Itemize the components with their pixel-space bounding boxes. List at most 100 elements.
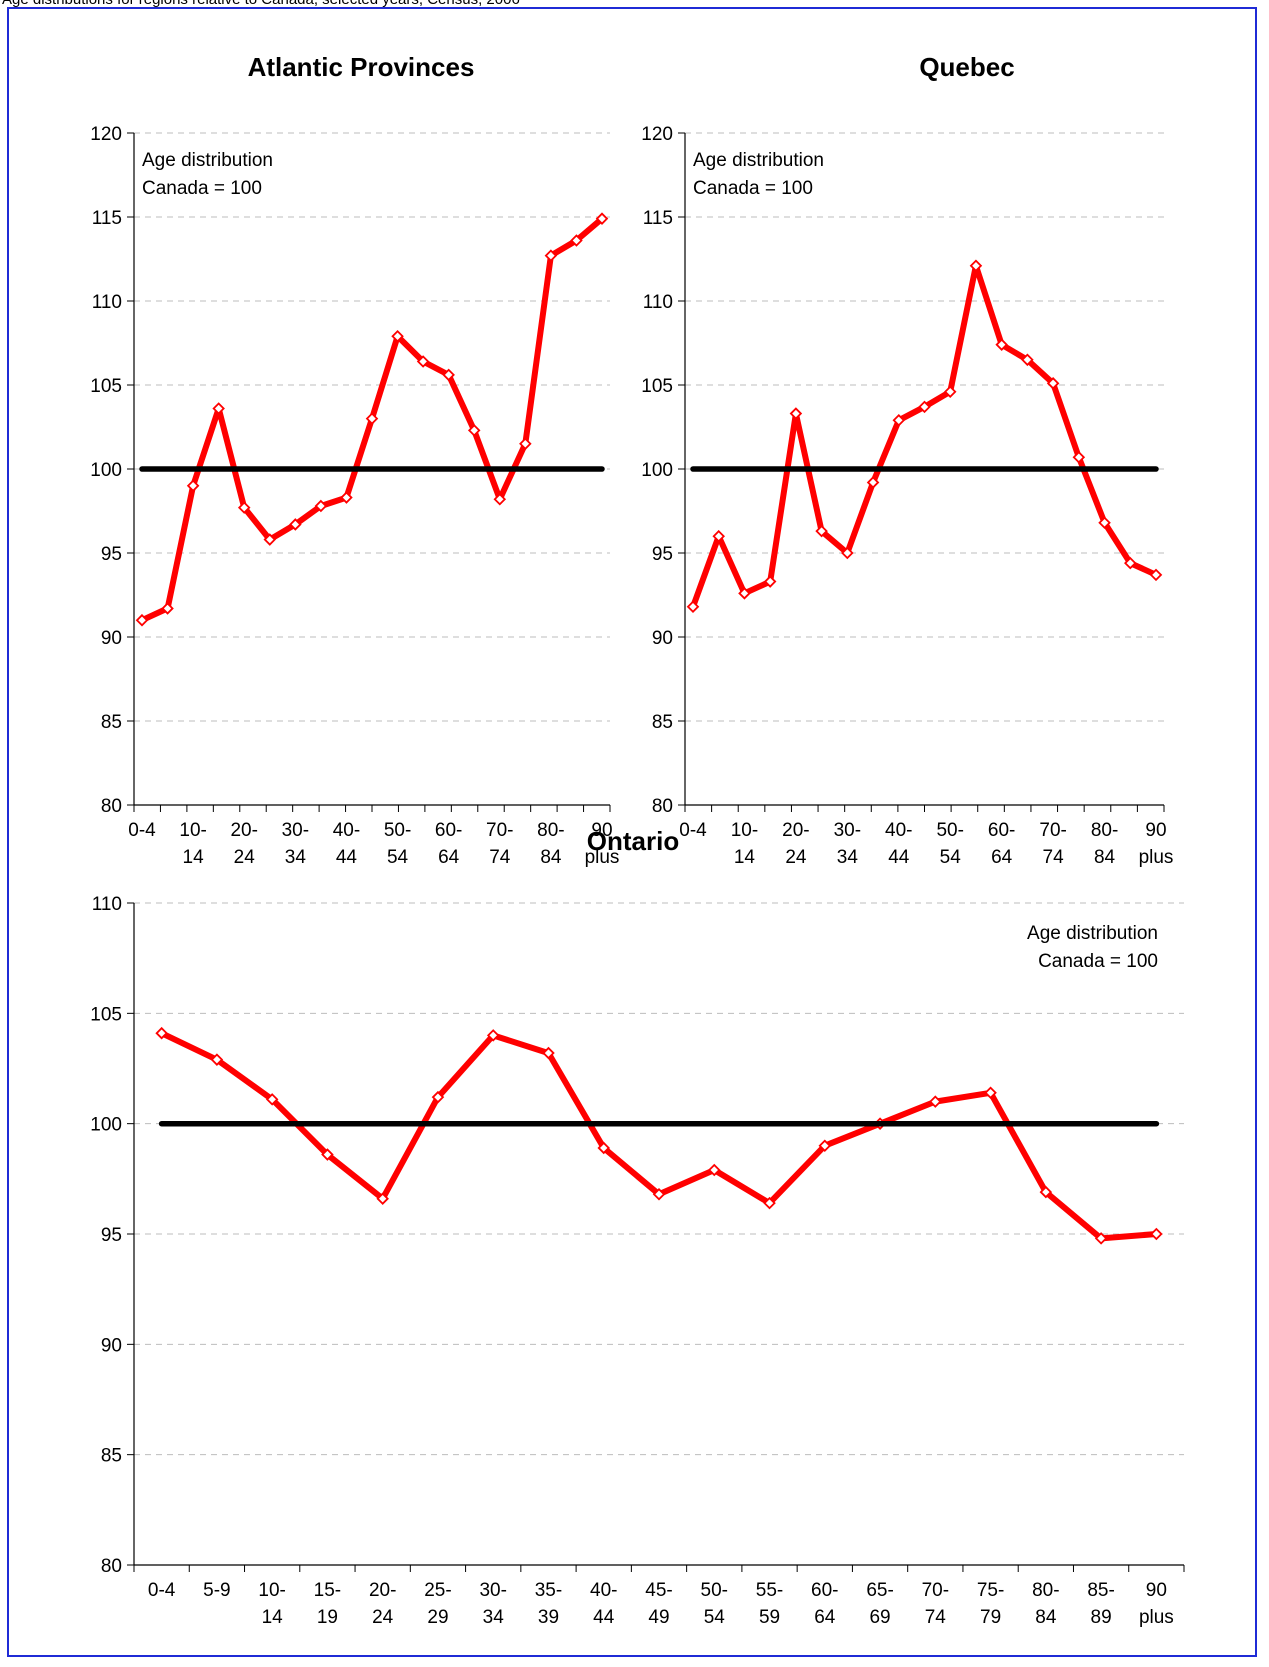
x-tick-label: plus: [585, 847, 620, 868]
x-tick-label: 90: [1146, 1580, 1167, 1601]
data-point: [542, 1046, 555, 1060]
x-tick-label: 84: [540, 847, 562, 868]
data-point: [486, 1029, 500, 1042]
x-tick-label: 34: [483, 1607, 505, 1628]
data-point: [289, 518, 302, 531]
x-tick-label: 75-: [977, 1580, 1004, 1601]
x-tick-label: 60-: [988, 820, 1015, 841]
y-tick-label: 110: [92, 292, 122, 313]
x-tick-label: 74: [489, 847, 511, 868]
data-point: [1021, 353, 1034, 367]
y-tick-label: 110: [92, 894, 122, 915]
data-point: [1149, 568, 1163, 582]
x-tick-label: 15-: [314, 1580, 341, 1601]
x-tick-label: 59: [759, 1607, 780, 1628]
data-point: [544, 249, 558, 262]
data-point: [841, 546, 854, 560]
data-point: [929, 1095, 942, 1108]
data-point: [570, 234, 583, 247]
x-tick-label: 10-: [258, 1580, 285, 1601]
data-point: [314, 499, 328, 513]
data-point: [969, 259, 983, 272]
x-tick-label: 85-: [1087, 1580, 1114, 1601]
x-tick-label: 14: [183, 847, 205, 868]
data-point: [376, 1192, 389, 1205]
data-point: [1072, 450, 1086, 464]
x-tick-label: 24: [234, 847, 256, 868]
annotation-line: Canada = 100: [693, 178, 813, 199]
x-tick-label: 30-: [282, 820, 309, 841]
x-tick-label: 55-: [756, 1580, 783, 1601]
data-point: [1094, 1232, 1108, 1245]
x-tick-label: 70-: [486, 820, 513, 841]
chart-title: Ontario: [587, 826, 679, 856]
data-point: [431, 1090, 445, 1104]
y-tick-label: 105: [641, 376, 673, 397]
x-tick-label: 39: [538, 1607, 559, 1628]
x-tick-label: 25-: [424, 1580, 451, 1601]
x-tick-label: 50-: [384, 820, 411, 841]
y-tick-label: 85: [101, 1446, 122, 1467]
x-tick-label: 44: [593, 1607, 615, 1628]
x-tick-label: 54: [940, 847, 962, 868]
x-tick-label: 40-: [885, 820, 912, 841]
x-tick-label: 60-: [435, 820, 462, 841]
data-point: [738, 587, 751, 600]
x-tick-label: 49: [648, 1607, 669, 1628]
x-tick-label: 44: [888, 847, 910, 868]
data-point: [265, 1093, 279, 1106]
data-point: [892, 414, 906, 427]
data-point: [321, 1148, 334, 1161]
y-tick-label: 100: [90, 460, 122, 481]
x-tick-label: 40-: [333, 820, 360, 841]
data-point: [995, 338, 1008, 351]
x-tick-label: 35-: [535, 1580, 562, 1601]
data-point: [519, 437, 532, 451]
y-tick-label: 120: [90, 124, 122, 145]
x-tick-label: 64: [991, 847, 1013, 868]
y-tick-label: 95: [101, 1225, 122, 1246]
data-point: [340, 491, 353, 504]
data-point: [442, 368, 455, 382]
data-point: [686, 600, 700, 614]
x-tick-label: plus: [1139, 1607, 1174, 1628]
x-tick-label: 24: [372, 1607, 394, 1628]
y-tick-label: 90: [101, 628, 122, 649]
x-tick-label: 24: [785, 847, 807, 868]
x-tick-label: 64: [814, 1607, 836, 1628]
data-point: [135, 613, 149, 627]
chart-title: Quebec: [919, 52, 1014, 82]
x-tick-label: 79: [980, 1607, 1001, 1628]
x-tick-label: 19: [317, 1607, 338, 1628]
x-tick-label: 44: [336, 847, 358, 868]
x-tick-label: 10-: [731, 820, 758, 841]
y-tick-label: 80: [101, 796, 122, 817]
x-tick-label: 70-: [1039, 820, 1066, 841]
data-point: [984, 1086, 997, 1100]
data-point: [237, 501, 251, 514]
y-tick-label: 90: [101, 1335, 122, 1356]
data-point: [186, 479, 200, 493]
data-point: [416, 355, 430, 368]
annotation-line: Canada = 100: [1038, 951, 1158, 972]
x-tick-label: plus: [1139, 847, 1174, 868]
x-tick-label: 64: [438, 847, 460, 868]
x-tick-label: 65-: [866, 1580, 893, 1601]
x-tick-label: 5-9: [203, 1580, 230, 1601]
annotation-line: Age distribution: [693, 150, 824, 171]
data-point: [712, 529, 725, 543]
x-tick-label: 20-: [782, 820, 809, 841]
x-tick-label: 70-: [922, 1580, 949, 1601]
data-point: [1098, 516, 1111, 530]
y-tick-label: 105: [90, 376, 122, 397]
x-tick-label: 50-: [701, 1580, 728, 1601]
data-point: [210, 1053, 224, 1066]
data-point: [263, 533, 277, 546]
chart-2: Quebec 80 85 90 95 100 105 110 115 120 0-4 10- 14 20-…: [641, 52, 1173, 868]
x-tick-label: 54: [704, 1607, 726, 1628]
x-tick-label: 20-: [230, 820, 257, 841]
x-tick-label: 74: [1043, 847, 1065, 868]
x-tick-label: 30-: [834, 820, 861, 841]
x-tick-label: 30-: [479, 1580, 506, 1601]
x-tick-label: 29: [427, 1607, 448, 1628]
